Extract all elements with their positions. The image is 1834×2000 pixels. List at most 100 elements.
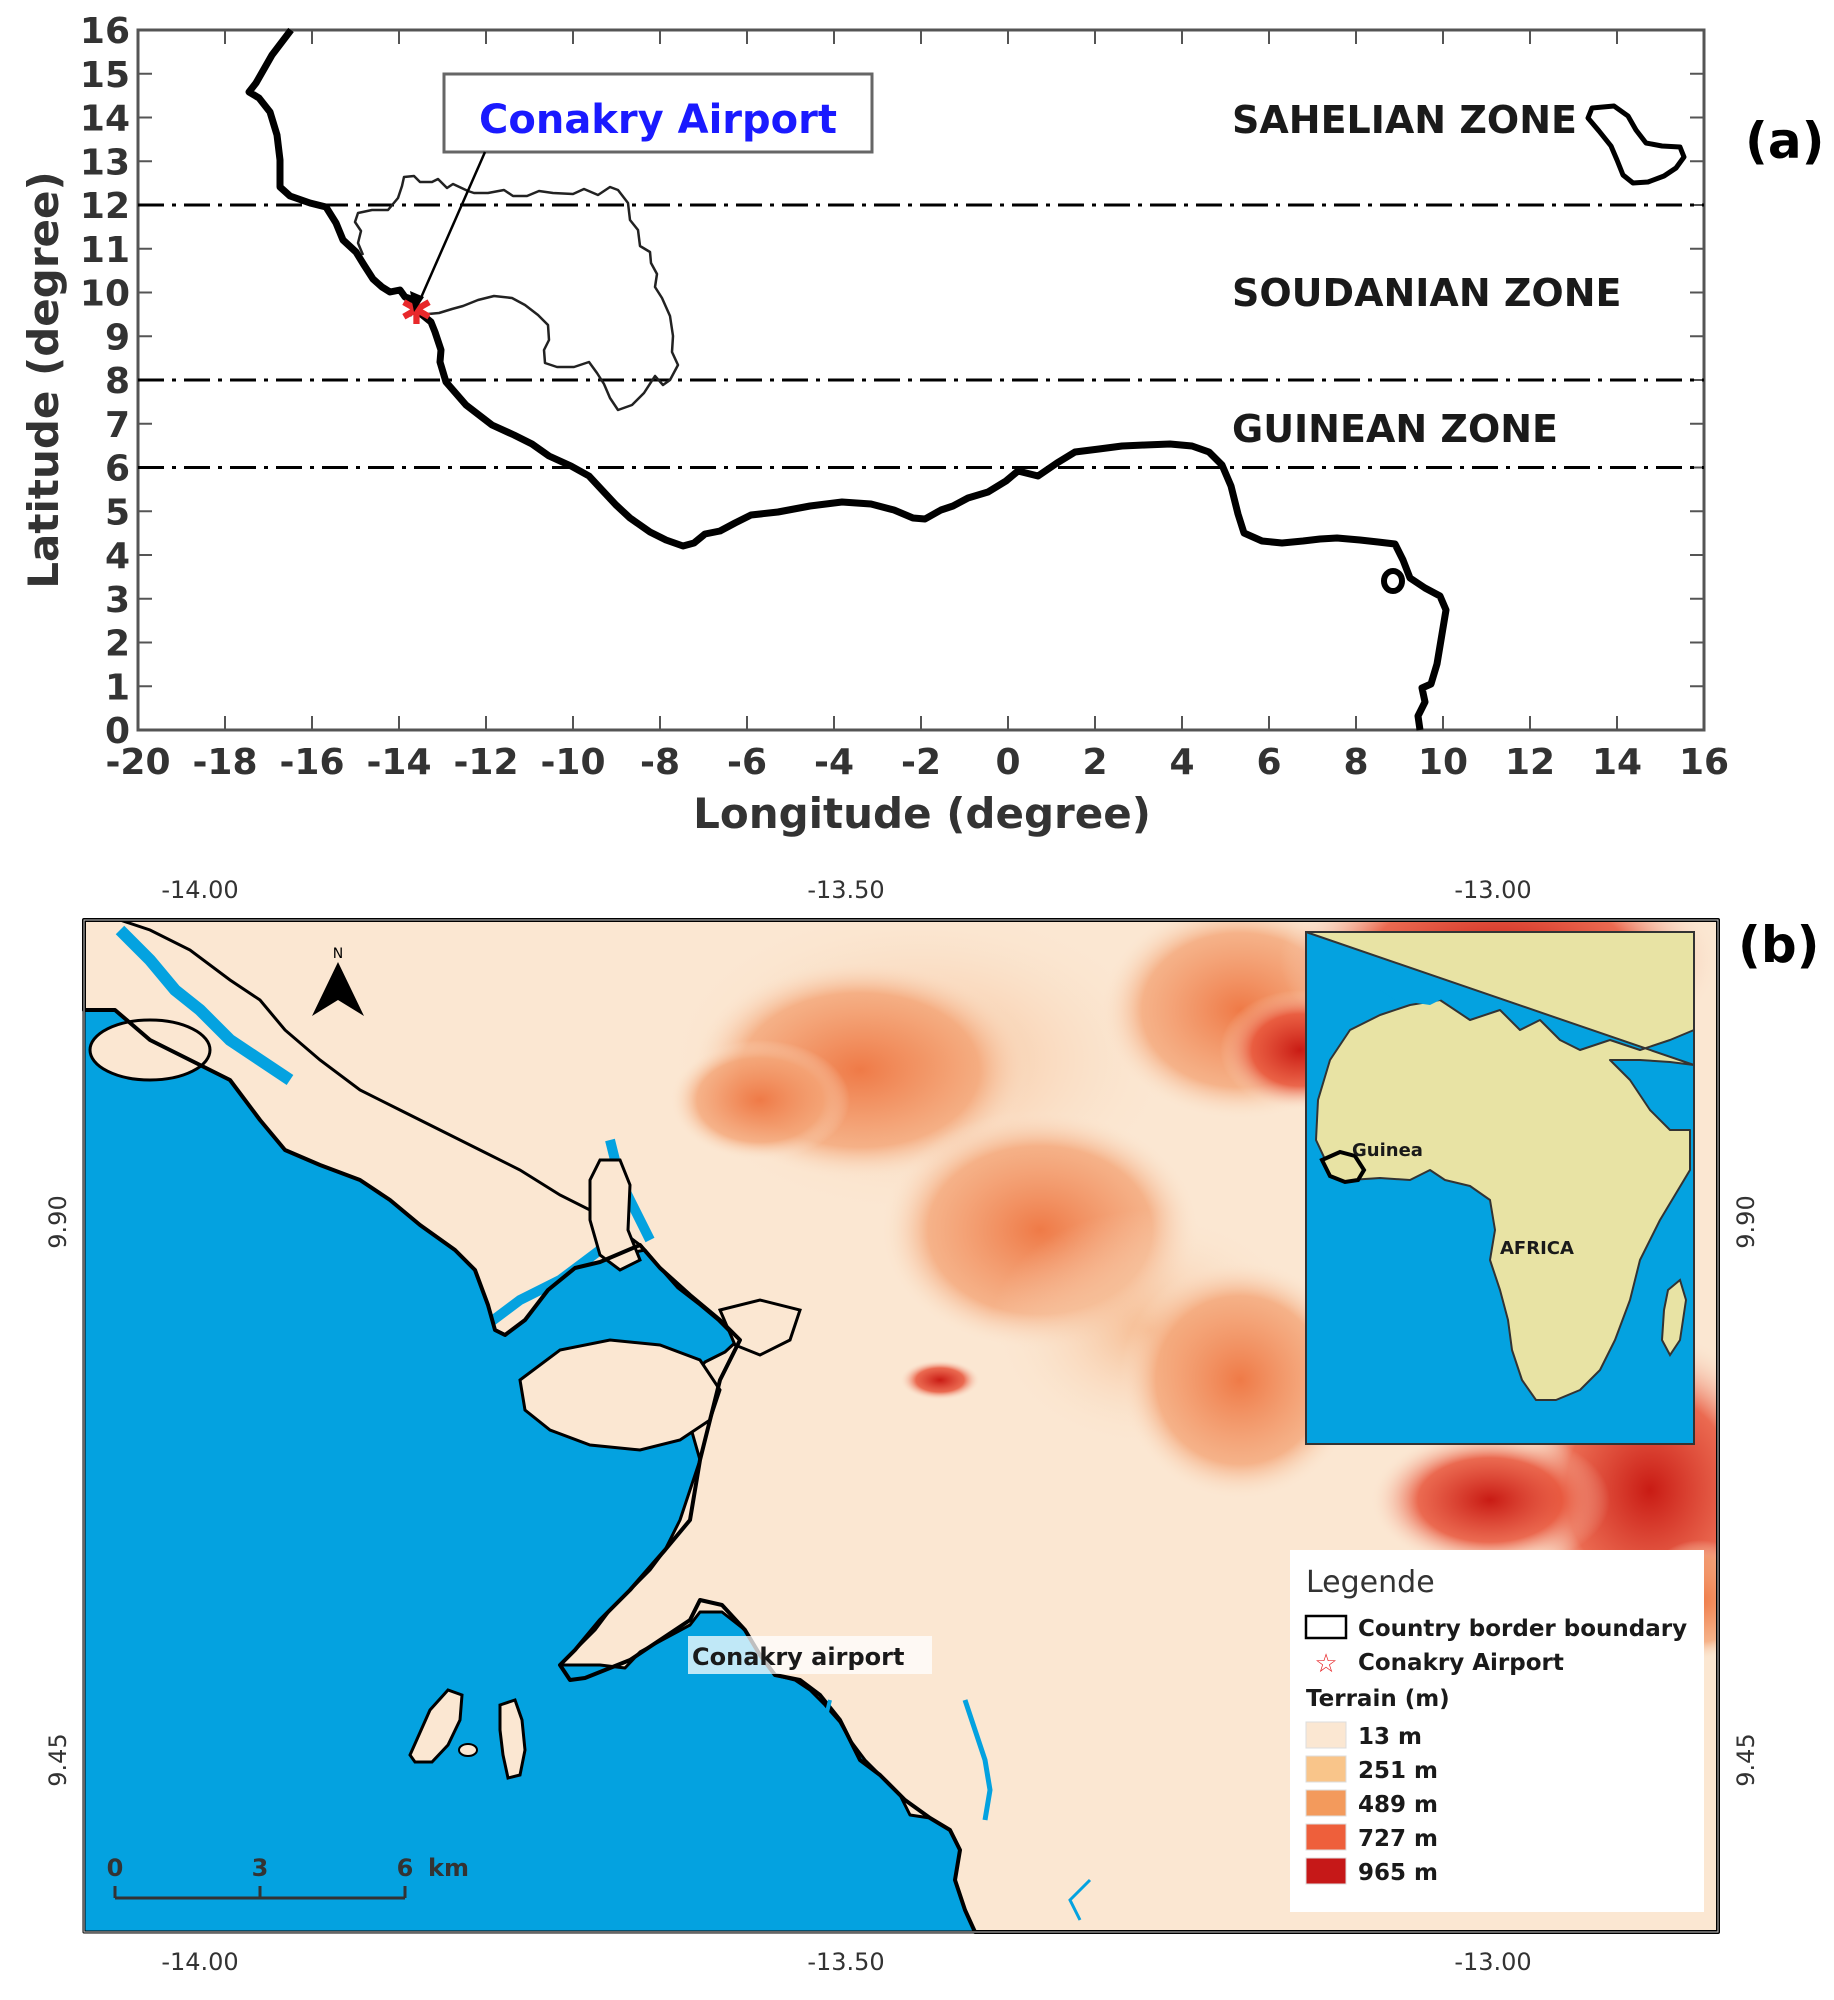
right-tick-2: 9.45 [1732,1733,1760,1786]
y-tick-label: 1 [105,667,130,708]
panel-a-label: (a) [1745,112,1824,170]
x-tick-label: 8 [1343,742,1368,783]
legend-terrain-label: 727 m [1358,1826,1438,1852]
north-arrow-label: N [333,946,343,962]
island-small [458,1743,478,1757]
y-tick-label: 5 [105,492,130,533]
river-1 [962,1699,993,1821]
bottom-tick-2: -13.50 [807,1948,884,1976]
airport-label-box [688,1636,932,1674]
y-axis-label: Latitude (degree) [19,171,68,588]
y-tick-label: 7 [105,405,130,446]
zone-label-sahelian: SAHELIAN ZONE [1232,98,1577,142]
panel-a-map-chart: -20 -18 -16 -14 -12 -10 -8 -6 -4 -2 0 2 4 6 8 10 12 14 160… [19,11,1824,838]
left-tick-2: 9.45 [44,1733,72,1786]
x-tick-label: 12 [1505,742,1555,783]
legend-terrain-label: 489 m [1358,1792,1438,1818]
island-tamara [498,1698,527,1780]
island-3 [588,1158,642,1272]
x-tick-label: 4 [1169,742,1194,783]
y-tick-label: 0 [105,711,130,752]
x-tick-label: 16 [1679,742,1729,783]
y-tick-label: 10 [80,274,130,315]
zone-label-guinean: GUINEAN ZONE [1232,407,1558,451]
legend-terrain-label: 965 m [1358,1860,1438,1886]
top-tick-3: -13.00 [1454,876,1531,904]
inset-africa-label: AFRICA [1500,1238,1574,1259]
x-tick-label: 0 [995,742,1020,783]
y-tick-label: 2 [105,624,130,665]
scale-tick-3: 3 [252,1854,269,1882]
scale-tick-0: 0 [107,1854,124,1882]
bottom-tick-3: -13.00 [1454,1948,1531,1976]
scale-unit: km [428,1854,469,1882]
island-kassa [408,1688,464,1764]
y-tick-label: 16 [80,11,130,52]
guinea-border [353,174,680,412]
river-3 [1068,1878,1092,1921]
legend-airport-label: Conakry Airport [1358,1650,1564,1676]
legend-border-label: Country border boundary [1358,1616,1687,1642]
coastline [245,27,1450,731]
axis-ticks: -20 -18 -16 -14 -12 -10 -8 -6 -4 -2 0 2 4 6 8 10 12 14 160… [80,11,1729,783]
y-tick-label: 14 [80,99,130,140]
river-2 [822,1699,837,1741]
legend-terrain-swatch [1305,1755,1347,1783]
lake-chad [1585,103,1687,186]
x-tick-label: -14 [366,742,431,783]
y-tick-label: 13 [80,142,130,183]
y-tick-label: 4 [105,536,130,577]
legend-star-icon: ☆ [1314,1649,1337,1679]
scale-tick-6: 6 [397,1854,414,1882]
inset-guinea [1319,1149,1367,1185]
y-tick-label: 8 [105,361,130,402]
x-tick-label: 14 [1592,742,1642,783]
y-tick-label: 15 [80,55,130,96]
bioko-island [1381,568,1405,594]
legend-terrain-swatch [1305,1789,1347,1817]
x-tick-label: -16 [279,742,344,783]
airport-map-label: Conakry airport [692,1643,904,1671]
top-tick-1: -14.00 [161,876,238,904]
scale-bar: 0 3 6 km [107,1854,469,1900]
y-tick-label: 11 [80,230,130,271]
callout-arrow-line [418,151,487,301]
legend-border-swatch [1304,1614,1348,1640]
x-tick-label: -6 [727,742,767,783]
callout-arrow-head [410,291,424,312]
bottom-tick-1: -14.00 [161,1948,238,1976]
legend-terrain-label: 251 m [1358,1758,1438,1784]
island-1 [88,1018,212,1082]
inset-map-africa: Guinea AFRICA [1305,931,1695,1445]
x-tick-label: 6 [1256,742,1281,783]
right-tick-1: 9.90 [1732,1195,1760,1248]
legend-terrain-swatch [1305,1721,1347,1749]
legend-box [1290,1550,1704,1912]
inset-guinea-label: Guinea [1352,1140,1423,1161]
x-tick-label: 2 [1082,742,1107,783]
x-tick-label: -12 [453,742,518,783]
legend-terrain-title: Terrain (m) [1306,1686,1450,1712]
inset-mediterranean-islands [1380,985,1450,1005]
estuary-channel-1 [115,925,294,1085]
y-tick-label: 9 [105,317,130,358]
legend-terrain-label: 13 m [1358,1724,1422,1750]
conakry-coastline [82,918,1720,1934]
north-arrow: N [312,946,364,1016]
legend-title: Legende [1306,1565,1435,1600]
y-tick-label: 3 [105,580,130,621]
x-tick-label: -8 [640,742,680,783]
inset-africa-land [1305,931,1695,1401]
y-tick-label: 12 [80,186,130,227]
panel-b-label: (b) [1738,916,1820,974]
legend-terrain-swatch [1305,1857,1347,1885]
x-tick-label: -4 [814,742,854,783]
y-tick-label: 6 [105,449,130,490]
x-tick-label: -20 [105,742,170,783]
callout-label: Conakry Airport [479,97,837,143]
zone-label-soudanian: SOUDANIAN ZONE [1232,271,1621,315]
zone-boundaries [138,203,1704,469]
legend-terrain-classes: 13 m 251 m 489 m 727 m 965 m [1305,1721,1438,1886]
x-tick-label: -10 [540,742,605,783]
